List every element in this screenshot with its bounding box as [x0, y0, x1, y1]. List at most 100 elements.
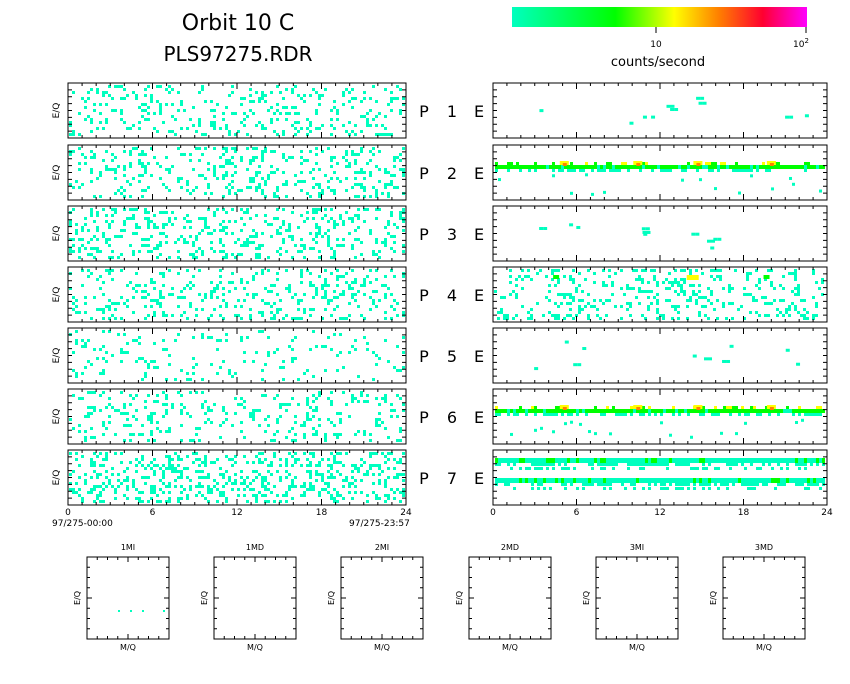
heatmap-cell: [207, 500, 210, 503]
heatmap-cell: [570, 478, 573, 483]
heatmap-cell: [687, 487, 690, 490]
heatmap-cell: [657, 409, 660, 413]
heatmap-cell: [90, 253, 93, 256]
heatmap-cell: [339, 351, 342, 354]
heatmap-cell: [798, 409, 801, 413]
heatmap-cell: [177, 333, 180, 336]
heatmap-cell: [153, 156, 156, 159]
heatmap-cell: [633, 478, 636, 483]
heatmap-cell: [75, 458, 78, 461]
heatmap-cell: [123, 150, 126, 153]
heatmap-cell: [102, 488, 105, 491]
heatmap-cell: [261, 311, 264, 314]
heatmap-cell: [300, 189, 303, 192]
heatmap-cell: [785, 115, 790, 119]
heatmap-cell: [81, 397, 84, 400]
heatmap-cell: [644, 317, 647, 320]
heatmap-cell: [204, 412, 207, 415]
heatmap-cell: [90, 118, 93, 121]
heatmap-cell: [132, 232, 135, 235]
heatmap-cell: [297, 180, 300, 183]
heatmap-cell: [315, 91, 318, 94]
heatmap-cell: [636, 478, 639, 483]
heatmap-cell: [798, 463, 801, 466]
heatmap-cell: [707, 287, 710, 290]
heatmap-cell: [390, 403, 393, 406]
heatmap-cell: [123, 494, 126, 497]
heatmap-cell: [324, 296, 327, 299]
heatmap-cell: [318, 186, 321, 189]
heatmap-cell: [312, 177, 315, 180]
heatmap-cell: [513, 458, 516, 463]
heatmap-cell: [711, 478, 714, 483]
heatmap-cell: [186, 180, 189, 183]
heatmap-cell: [132, 214, 135, 217]
heatmap-cell: [813, 413, 816, 416]
heatmap-cell: [354, 293, 357, 296]
heatmap-cell: [147, 112, 150, 115]
heatmap-cell: [705, 165, 708, 169]
heatmap-cell: [750, 169, 753, 172]
heatmap-cell: [201, 153, 204, 156]
heatmap-cell: [752, 299, 755, 302]
heatmap-cell: [666, 104, 671, 108]
heatmap-cell: [309, 470, 312, 473]
heatmap-cell: [527, 317, 530, 320]
heatmap-cell: [594, 406, 597, 409]
heatmap-cell: [321, 217, 324, 220]
heatmap-cell: [351, 244, 354, 247]
heatmap-cell: [96, 455, 99, 458]
heatmap-cell: [306, 127, 309, 130]
heatmap-cell: [795, 458, 798, 463]
heatmap-cell: [186, 494, 189, 497]
heatmap-cell: [105, 470, 108, 473]
heatmap-cell: [327, 336, 330, 339]
heatmap-cell: [156, 494, 159, 497]
heatmap-cell: [222, 409, 225, 412]
heatmap-cell: [660, 409, 663, 413]
heatmap-cell: [132, 124, 135, 127]
heatmap-cell: [183, 467, 186, 470]
heatmap-cell: [588, 478, 591, 483]
heatmap-cell: [495, 409, 498, 413]
heatmap-cell: [768, 409, 771, 413]
heatmap-cell: [741, 409, 744, 413]
heatmap-cell: [732, 463, 735, 466]
heatmap-cell: [813, 409, 816, 413]
heatmap-cell: [300, 244, 303, 247]
heatmap-cell: [147, 293, 150, 296]
heatmap-cell: [189, 153, 192, 156]
heatmap-cell: [81, 238, 84, 241]
heatmap-cell: [306, 217, 309, 220]
heatmap-cell: [683, 290, 686, 293]
heatmap-cell: [96, 127, 99, 130]
heatmap-cell: [495, 413, 498, 416]
heatmap-cell: [231, 208, 234, 211]
heatmap-cell: [564, 422, 567, 426]
heatmap-cell: [129, 424, 132, 427]
heatmap-cell: [321, 473, 324, 476]
heatmap-cell: [156, 247, 159, 250]
heatmap-cell: [294, 244, 297, 247]
heatmap-cell: [123, 88, 126, 91]
heatmap-cell: [75, 223, 78, 226]
heatmap-cell: [372, 482, 375, 485]
heatmap-cell: [246, 208, 249, 211]
heatmap-cell: [216, 500, 219, 503]
heatmap-cell: [659, 314, 662, 317]
heatmap-cell: [129, 208, 132, 211]
heatmap-cell: [252, 409, 255, 412]
heatmap-cell: [213, 147, 216, 150]
heatmap-cell: [204, 421, 207, 424]
heatmap-cell: [144, 118, 147, 121]
heatmap-cell: [687, 458, 690, 463]
heatmap-cell: [105, 121, 108, 124]
heatmap-cell: [204, 177, 207, 180]
heatmap-cell: [123, 351, 126, 354]
heatmap-cell: [225, 232, 228, 235]
heatmap-cell: [303, 308, 306, 311]
heatmap-cell: [87, 360, 90, 363]
heatmap-cell: [231, 253, 234, 256]
heatmap-cell: [795, 483, 798, 486]
heatmap-cell: [276, 278, 279, 281]
